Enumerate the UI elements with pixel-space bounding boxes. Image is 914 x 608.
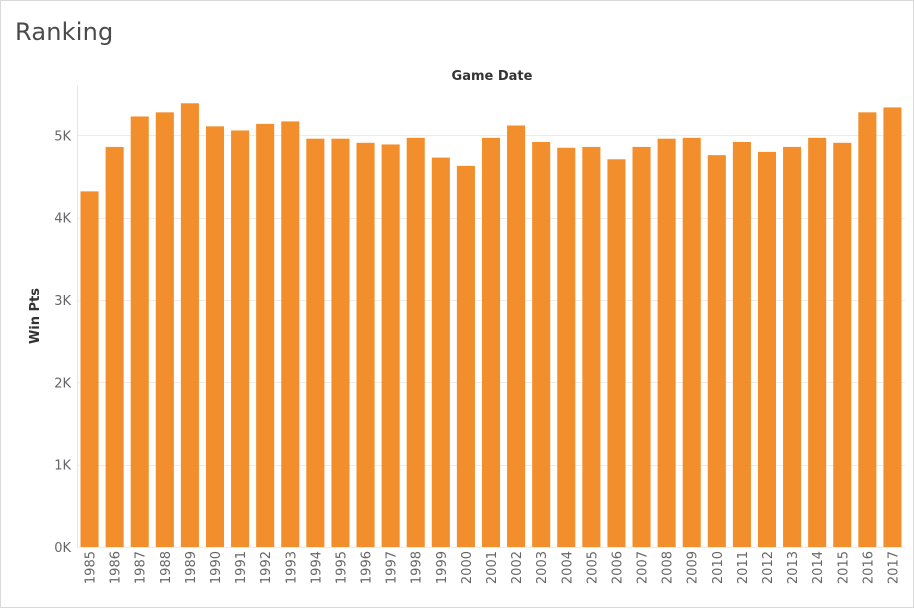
bar-1989[interactable]: [180, 103, 199, 547]
bar-1991[interactable]: [231, 130, 250, 547]
x-tick-label: 2009: [686, 551, 701, 584]
x-tick-label: 2002: [510, 551, 525, 584]
bar-1996[interactable]: [356, 142, 375, 548]
x-tick-label: 2001: [485, 551, 500, 584]
x-tick-label: 2014: [811, 551, 826, 584]
x-tick-label: 2006: [610, 551, 625, 584]
x-tick-label: 2013: [786, 551, 801, 584]
bar-2002[interactable]: [507, 125, 526, 547]
bar-2016[interactable]: [858, 112, 877, 547]
bar-1999[interactable]: [431, 157, 450, 547]
bar-2017[interactable]: [883, 107, 902, 548]
y-axis-ticks: 0K 1K 2K 3K 4K 5K: [54, 129, 71, 556]
x-tick-label: 1989: [184, 551, 199, 584]
y-tick-label: 4K: [54, 212, 71, 227]
x-tick-label: 1996: [360, 551, 375, 584]
y-tick-label: 0K: [54, 541, 71, 556]
x-axis-title: Game Date: [452, 69, 533, 84]
bar-2008[interactable]: [657, 138, 676, 547]
x-tick-label: 2016: [861, 551, 876, 584]
x-axis-ticks: 1985 1986 1987 1988 1989 1990 1991 1992 1993 1994…: [84, 551, 902, 584]
bar-2013[interactable]: [783, 146, 802, 548]
x-tick-label: 1987: [134, 551, 149, 584]
x-tick-label: 2004: [560, 551, 575, 584]
x-tick-label: 1998: [410, 551, 425, 584]
x-tick-label: 2012: [761, 551, 776, 584]
bar-2009[interactable]: [682, 137, 701, 548]
x-tick-label: 1985: [84, 551, 99, 584]
x-tick-label: 1990: [209, 551, 224, 584]
bar-1998[interactable]: [406, 137, 425, 548]
bar-2011[interactable]: [732, 141, 751, 548]
bar-2004[interactable]: [557, 147, 576, 548]
bar-1987[interactable]: [130, 116, 149, 548]
x-tick-label: 2008: [661, 551, 676, 584]
bar-2005[interactable]: [582, 146, 601, 548]
y-axis-title: Win Pts: [28, 288, 43, 344]
bar-2001[interactable]: [481, 137, 501, 548]
bar-2006[interactable]: [607, 159, 626, 547]
y-tick-label: 3K: [54, 294, 71, 309]
x-tick-label: 1992: [259, 551, 274, 584]
x-tick-label: 2007: [636, 551, 651, 584]
x-tick-label: 1999: [435, 551, 450, 584]
y-tick-label: 5K: [54, 129, 71, 144]
x-tick-label: 1995: [334, 551, 349, 584]
x-tick-label: 1997: [385, 551, 400, 584]
bar-2010[interactable]: [707, 155, 726, 547]
bar-2015[interactable]: [833, 142, 852, 548]
bar-2000[interactable]: [456, 165, 475, 547]
bar-1992[interactable]: [256, 123, 275, 548]
bar-2014[interactable]: [808, 137, 827, 548]
y-tick-label: 1K: [54, 459, 71, 474]
bar-1997[interactable]: [381, 144, 400, 547]
x-tick-label: 2017: [886, 551, 901, 584]
y-tick-label: 2K: [54, 376, 71, 391]
bar-2003[interactable]: [532, 141, 551, 548]
bar-1993[interactable]: [281, 121, 300, 548]
x-tick-label: 2010: [711, 551, 726, 584]
bar-2007[interactable]: [632, 146, 651, 548]
bar-1994[interactable]: [306, 138, 325, 547]
bar-2012[interactable]: [757, 151, 777, 548]
bar-1986[interactable]: [105, 146, 124, 548]
x-tick-label: 2015: [836, 551, 851, 584]
bar-1990[interactable]: [205, 126, 225, 547]
bars: [80, 103, 902, 548]
bar-1988[interactable]: [155, 112, 174, 547]
x-tick-label: 1988: [159, 551, 174, 584]
x-tick-label: 1991: [234, 551, 249, 584]
x-tick-label: 2005: [585, 551, 600, 584]
bar-1985[interactable]: [80, 191, 99, 547]
x-tick-label: 2000: [460, 551, 475, 584]
chart-title: Ranking: [15, 18, 114, 46]
bar-1995[interactable]: [331, 138, 350, 547]
x-tick-label: 1993: [284, 551, 299, 584]
x-tick-label: 2011: [736, 551, 751, 584]
x-tick-label: 1986: [109, 551, 124, 584]
x-tick-label: 1994: [309, 551, 324, 584]
x-tick-label: 2003: [535, 551, 550, 584]
